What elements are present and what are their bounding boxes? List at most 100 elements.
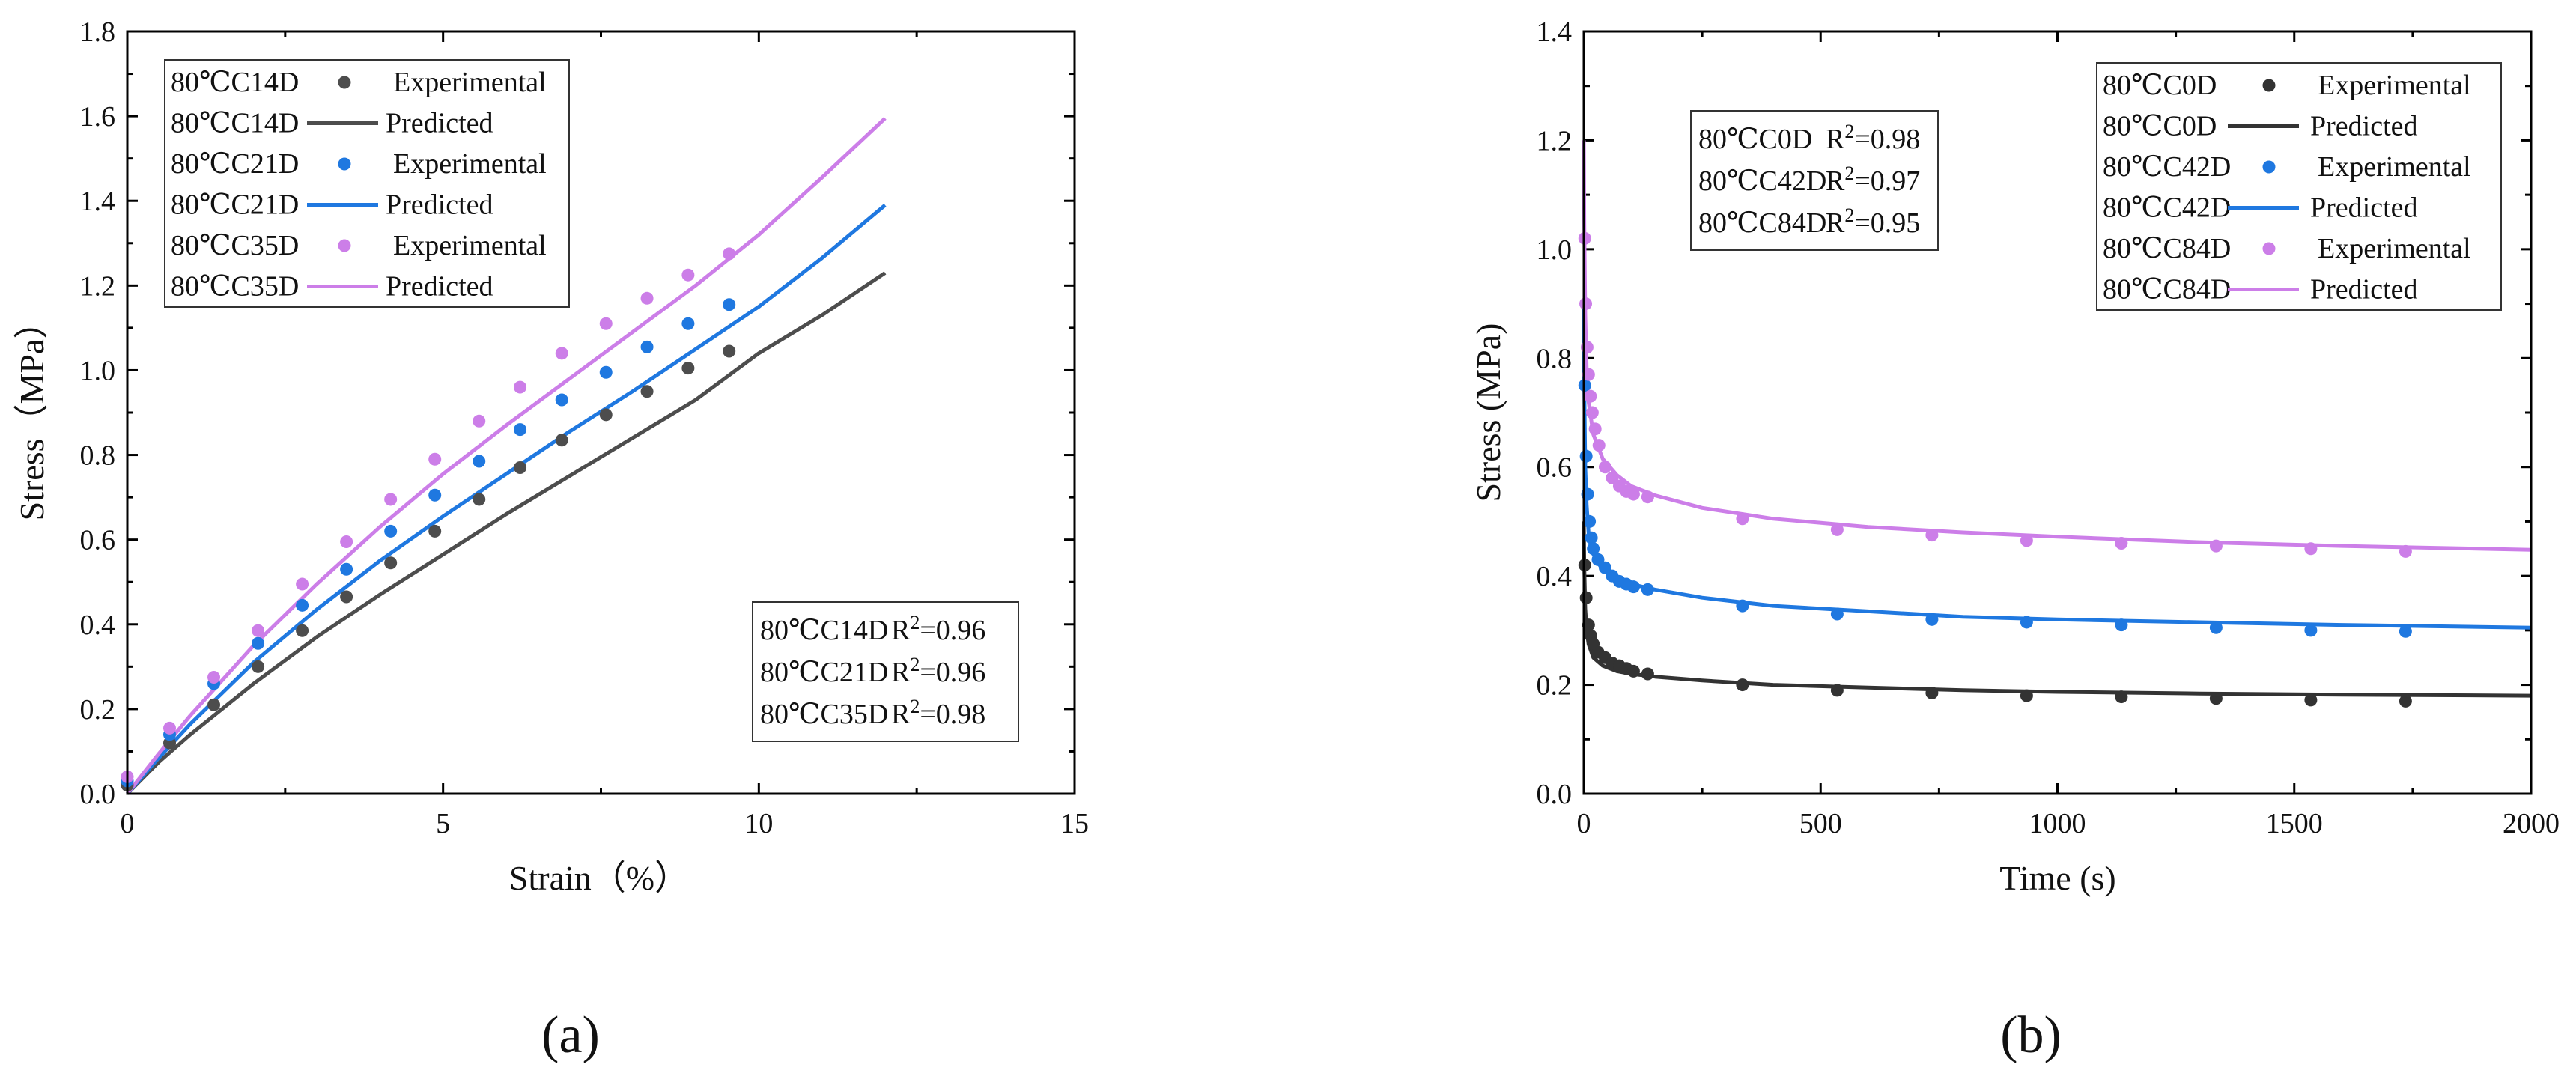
legend-kind-label: Experimental	[393, 230, 547, 261]
experimental-point-C84D	[1588, 422, 1602, 436]
experimental-point-C35D	[473, 414, 486, 428]
experimental-point-C0D	[1641, 667, 1654, 681]
experimental-point-C14D	[640, 385, 654, 398]
legend-marker-point	[2262, 242, 2276, 255]
predicted-line-C42D	[1582, 303, 2532, 630]
x-tick-label: 0	[121, 808, 135, 839]
y-tick-label: 1.4	[80, 186, 116, 217]
r2-box-frame	[752, 601, 1019, 742]
r2-series-label: 80℃C35D	[760, 699, 888, 730]
panel-a-chart: 0 5 10 15 0.0 0.2 0.4 0.6 0.8 1.0 1.2 1.4 1.6 1.8 Str…	[13, 16, 1089, 1064]
experimental-point-C21D	[384, 524, 398, 538]
panel-b-label: (b)	[2000, 1006, 2062, 1064]
experimental-point-C84D	[2399, 544, 2412, 558]
y-tick-label: 0.8	[80, 440, 116, 472]
r2-series-label: 80℃C84D	[1698, 207, 1826, 239]
panel-b-series	[1578, 140, 2532, 708]
experimental-point-C0D	[2115, 690, 2128, 704]
r2-series-label: 80℃C42D	[1698, 165, 1826, 197]
x-tick-label: 15	[1060, 808, 1089, 839]
y-tick-label: 1.8	[80, 16, 116, 48]
experimental-point-C42D	[1641, 583, 1654, 596]
experimental-point-C0D	[2304, 693, 2318, 707]
experimental-point-C0D	[1626, 664, 1640, 678]
legend-series-label: 80℃C0D	[2103, 70, 2217, 101]
experimental-point-C14D	[252, 660, 265, 673]
experimental-point-C84D	[1626, 487, 1640, 501]
experimental-point-C35D	[640, 291, 654, 305]
r2-series-label: 80℃C14D	[760, 615, 888, 646]
panel-b-x-axis-label: Time (s)	[1999, 859, 2116, 897]
experimental-point-C21D	[514, 423, 527, 437]
legend-kind-label: Predicted	[386, 271, 493, 303]
experimental-point-C35D	[555, 347, 568, 360]
r2-series-label: 80℃C21D	[760, 657, 888, 688]
legend-kind-label: Predicted	[2310, 274, 2418, 306]
experimental-point-C35D	[514, 380, 527, 394]
y-tick-label: 0.0	[1537, 779, 1573, 810]
r2-value: R2=0.98	[1826, 121, 1920, 155]
panel-b-legend: 80℃C0D Experimental 80℃C0D Predicted 80℃C42D…	[2096, 62, 2502, 311]
experimental-point-C42D	[1585, 531, 1598, 544]
legend-series-label: 80℃C21D	[171, 148, 299, 180]
legend-marker-point	[338, 157, 351, 171]
y-tick-label: 0.6	[80, 525, 116, 556]
predicted-line-C14D	[126, 271, 887, 795]
experimental-point-C42D	[1830, 607, 1844, 621]
y-tick-label: 0.6	[1537, 452, 1573, 484]
x-tick-label: 1000	[2029, 808, 2086, 839]
experimental-point-C42D	[1925, 613, 1939, 626]
x-tick-label: 5	[436, 808, 450, 839]
experimental-point-C42D	[1583, 514, 1597, 528]
experimental-point-C42D	[2020, 616, 2033, 629]
experimental-point-C14D	[296, 624, 309, 637]
panel-b-y-axis-label: Stress (MPa)	[1469, 323, 1507, 502]
experimental-point-C42D	[2115, 618, 2128, 632]
x-tick-label: 500	[1799, 808, 1842, 839]
experimental-point-C84D	[1580, 341, 1594, 354]
y-tick-label: 1.0	[80, 355, 116, 386]
panel-a-series	[121, 117, 887, 795]
y-tick-label: 0.2	[80, 694, 116, 726]
legend-series-label: 80℃C84D	[2103, 274, 2231, 306]
r2-value: R2=0.98	[891, 696, 985, 730]
legend-kind-label: Experimental	[2318, 70, 2471, 101]
experimental-point-C21D	[681, 317, 695, 330]
experimental-point-C21D	[252, 636, 265, 650]
experimental-point-C21D	[428, 488, 442, 502]
legend-series-label: 80℃C14D	[171, 108, 299, 139]
experimental-point-C84D	[1830, 523, 1844, 536]
experimental-point-C35D	[296, 577, 309, 591]
experimental-point-C14D	[681, 362, 695, 375]
experimental-point-C84D	[1925, 529, 1939, 542]
legend-kind-label: Predicted	[386, 189, 493, 221]
experimental-point-C35D	[599, 317, 613, 330]
legend-series-label: 80℃C42D	[2103, 192, 2231, 224]
experimental-point-C0D	[2020, 689, 2033, 702]
experimental-point-C21D	[296, 598, 309, 612]
experimental-point-C21D	[555, 393, 568, 407]
legend-marker-point	[338, 239, 351, 252]
legend-box	[2096, 62, 2502, 311]
experimental-point-C14D	[428, 524, 442, 538]
experimental-point-C84D	[1598, 461, 1611, 474]
experimental-point-C14D	[207, 698, 221, 711]
experimental-point-C14D	[555, 434, 568, 447]
legend-series-label: 80℃C0D	[2103, 111, 2217, 142]
experimental-point-C14D	[599, 408, 613, 422]
y-tick-label: 0.8	[1537, 343, 1573, 374]
experimental-point-C42D	[1626, 580, 1640, 594]
x-tick-label: 10	[744, 808, 773, 839]
y-tick-label: 1.2	[80, 270, 116, 302]
panel-a-tick-labels: 0 5 10 15 0.0 0.2 0.4 0.6 0.8 1.0 1.2 1.4 1.6 1.8	[80, 16, 1090, 839]
legend-series-label: 80℃C21D	[171, 189, 299, 221]
y-tick-label: 1.4	[1537, 16, 1573, 48]
panel-b-chart: 0 500 1000 1500 2000 0.0 0.2 0.4 0.6 0.8 1.0 1.2 1.4…	[1469, 16, 2560, 1064]
experimental-point-C14D	[514, 461, 527, 475]
experimental-point-C84D	[2115, 537, 2128, 550]
experimental-point-C84D	[1579, 297, 1593, 311]
r2-series-label: 80℃C0D	[1698, 124, 1812, 155]
panel-a-label: (a)	[541, 1006, 600, 1064]
experimental-point-C14D	[384, 556, 398, 570]
legend-kind-label: Predicted	[386, 108, 493, 139]
